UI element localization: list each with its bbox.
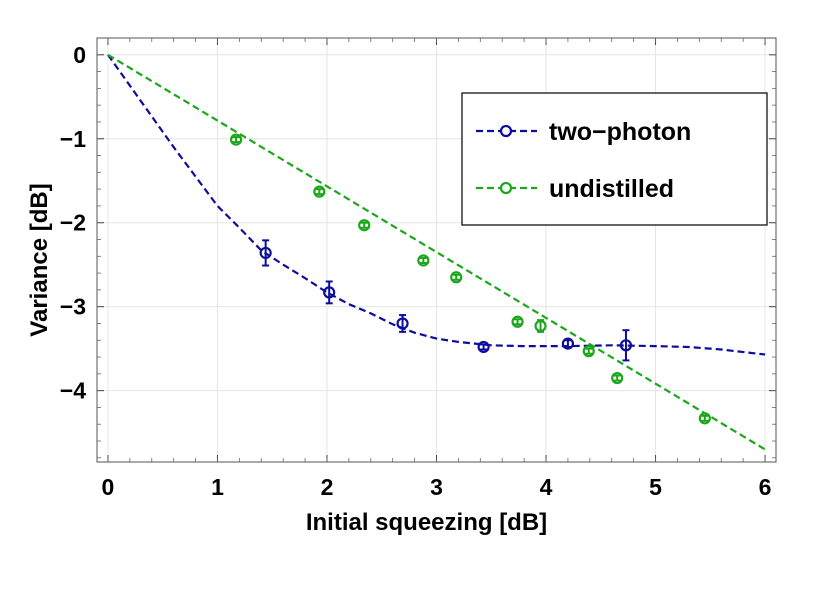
series-0 xyxy=(107,54,766,362)
x-tick-label: 0 xyxy=(102,474,115,500)
data-point xyxy=(561,337,575,350)
data-point xyxy=(477,340,490,354)
series-1 xyxy=(107,53,766,451)
legend-box xyxy=(461,92,768,226)
axis-ticks xyxy=(97,38,776,462)
data-point xyxy=(534,319,547,333)
tick-labels: 0 1 2 3 4 5 6 0 −1 −2 −3 −4 xyxy=(60,42,772,500)
y-tick-label: 0 xyxy=(73,42,86,68)
y-tick-label: −3 xyxy=(60,294,86,320)
fit-line xyxy=(107,54,766,356)
x-axis-title: Initial squeezing [dB] xyxy=(306,509,547,536)
data-point xyxy=(450,271,463,284)
data-point xyxy=(698,412,711,425)
data-point xyxy=(582,345,595,358)
x-tick-label: 3 xyxy=(430,474,443,500)
data-point xyxy=(619,339,633,352)
legend-item: undistilled xyxy=(476,175,674,203)
y-tick-label: −2 xyxy=(60,210,86,236)
data-point xyxy=(611,371,624,385)
legend-item: two−photon xyxy=(476,118,691,146)
legend: two−photon undistilled xyxy=(461,92,768,226)
data-point xyxy=(358,219,371,232)
legend-marker xyxy=(499,181,513,195)
x-tick-label: 4 xyxy=(540,474,553,500)
data-point xyxy=(313,185,326,198)
y-axis-title: Variance [dB] xyxy=(26,183,53,336)
legend-label: two−photon xyxy=(549,118,691,146)
data-point xyxy=(396,317,409,330)
y-tick-label: −1 xyxy=(60,126,86,152)
legend-label: undistilled xyxy=(549,175,674,203)
series-layer xyxy=(107,53,766,451)
data-point xyxy=(511,315,524,328)
data-point xyxy=(417,254,430,267)
data-point xyxy=(229,133,243,146)
y-tick-label: −4 xyxy=(60,378,86,404)
x-tick-label: 2 xyxy=(321,474,334,500)
legend-marker xyxy=(499,124,513,138)
data-point xyxy=(323,286,336,299)
data-point xyxy=(259,246,272,260)
x-tick-label: 5 xyxy=(649,474,662,500)
x-tick-label: 1 xyxy=(211,474,224,500)
fit-line xyxy=(107,53,766,451)
x-tick-label: 6 xyxy=(759,474,772,500)
